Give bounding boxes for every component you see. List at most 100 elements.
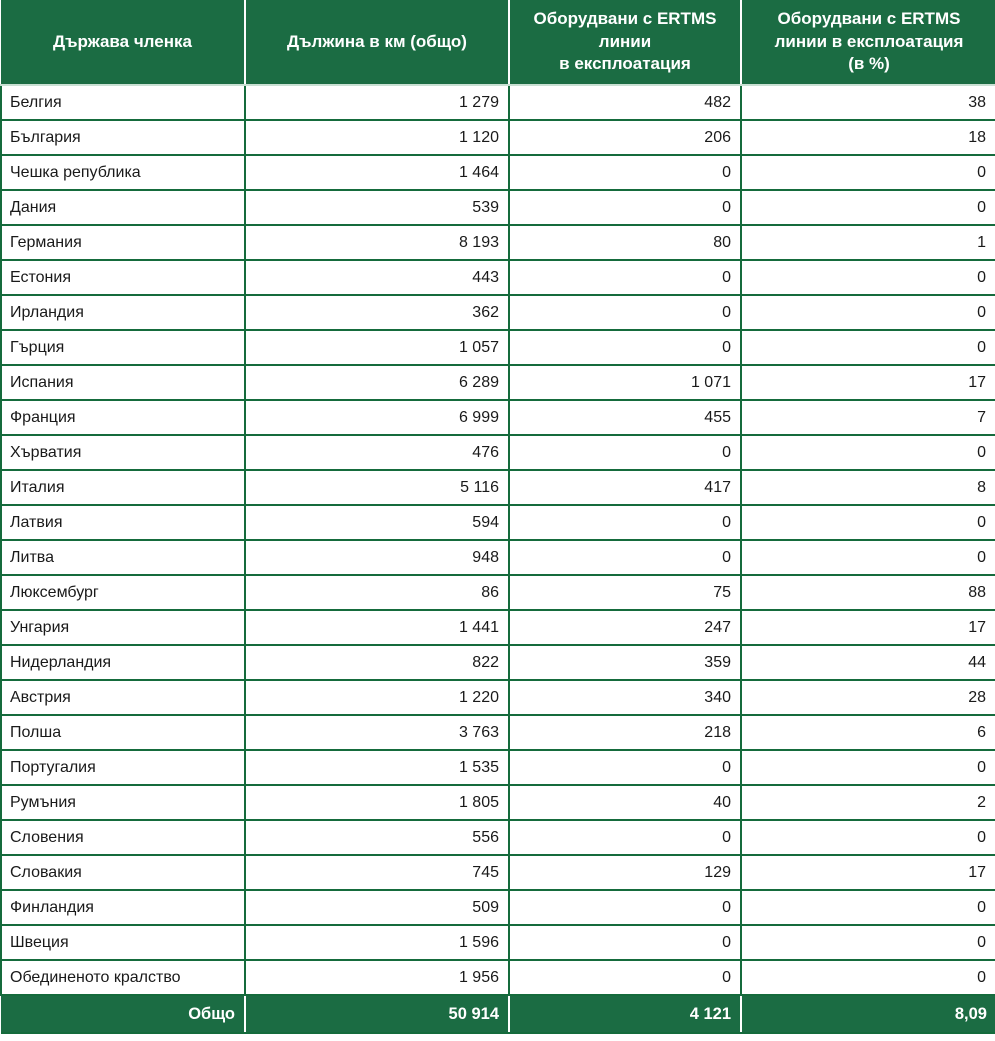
cell-country: Дания (0, 189, 246, 226)
cell-ertms-km: 247 (508, 609, 742, 646)
cell-length-km: 6 999 (244, 399, 510, 436)
cell-ertms-km: 75 (508, 574, 742, 611)
cell-length-km: 822 (244, 644, 510, 681)
cell-ertms-percent: 0 (740, 259, 995, 296)
cell-country: Словения (0, 819, 246, 856)
cell-country: Румъния (0, 784, 246, 821)
cell-length-km: 8 193 (244, 224, 510, 261)
cell-ertms-km: 0 (508, 154, 742, 191)
table-header: Държава членка Дължина в км (общо) Обору… (1, 0, 995, 86)
total-ertms-km: 4 121 (508, 994, 741, 1034)
table-row: Полша 3 763 218 6 (0, 714, 995, 751)
cell-country: Италия (0, 469, 246, 506)
cell-length-km: 948 (244, 539, 510, 576)
table-row: Испания 6 289 1 071 17 (0, 364, 995, 401)
cell-ertms-percent: 0 (740, 294, 995, 331)
table-row: Ирландия 362 0 0 (0, 294, 995, 331)
cell-country: Хърватия (0, 434, 246, 471)
table-row: Финландия 509 0 0 (0, 889, 995, 926)
cell-ertms-km: 455 (508, 399, 742, 436)
cell-ertms-percent: 0 (740, 434, 995, 471)
cell-length-km: 556 (244, 819, 510, 856)
cell-ertms-percent: 18 (740, 119, 995, 156)
cell-ertms-percent: 0 (740, 504, 995, 541)
cell-ertms-percent: 0 (740, 924, 995, 961)
cell-ertms-km: 417 (508, 469, 742, 506)
cell-ertms-km: 0 (508, 504, 742, 541)
cell-country: Ирландия (0, 294, 246, 331)
table-row: Унгария 1 441 247 17 (0, 609, 995, 646)
cell-country: Гърция (0, 329, 246, 366)
cell-ertms-percent: 0 (740, 819, 995, 856)
cell-country: Естония (0, 259, 246, 296)
cell-ertms-km: 0 (508, 959, 742, 996)
table-row: Белгия 1 279 482 38 (0, 84, 995, 121)
cell-country: Швеция (0, 924, 246, 961)
table-row: България 1 120 206 18 (0, 119, 995, 156)
table-row: Нидерландия 822 359 44 (0, 644, 995, 681)
cell-length-km: 745 (244, 854, 510, 891)
cell-country: Чешка република (0, 154, 246, 191)
cell-country: Испания (0, 364, 246, 401)
cell-ertms-km: 0 (508, 539, 742, 576)
cell-length-km: 1 279 (244, 84, 510, 121)
cell-length-km: 1 956 (244, 959, 510, 996)
cell-length-km: 1 535 (244, 749, 510, 786)
cell-ertms-km: 0 (508, 749, 742, 786)
cell-length-km: 1 464 (244, 154, 510, 191)
cell-ertms-km: 1 071 (508, 364, 742, 401)
cell-length-km: 509 (244, 889, 510, 926)
cell-length-km: 443 (244, 259, 510, 296)
cell-ertms-km: 0 (508, 294, 742, 331)
table-row: Обединеното кралство 1 956 0 0 (0, 959, 995, 996)
cell-country: Португалия (0, 749, 246, 786)
cell-length-km: 5 116 (244, 469, 510, 506)
cell-length-km: 1 120 (244, 119, 510, 156)
cell-ertms-percent: 1 (740, 224, 995, 261)
table-body: Белгия 1 279 482 38 България 1 120 206 1… (0, 84, 995, 996)
cell-length-km: 594 (244, 504, 510, 541)
cell-length-km: 6 289 (244, 364, 510, 401)
table-row: Словакия 745 129 17 (0, 854, 995, 891)
cell-ertms-percent: 6 (740, 714, 995, 751)
cell-length-km: 1 596 (244, 924, 510, 961)
table-row: Хърватия 476 0 0 (0, 434, 995, 471)
cell-ertms-km: 218 (508, 714, 742, 751)
table-row: Люксембург 86 75 88 (0, 574, 995, 611)
cell-ertms-km: 359 (508, 644, 742, 681)
table-row: Франция 6 999 455 7 (0, 399, 995, 436)
cell-ertms-km: 340 (508, 679, 742, 716)
cell-country: Латвия (0, 504, 246, 541)
cell-ertms-percent: 8 (740, 469, 995, 506)
cell-country: Германия (0, 224, 246, 261)
cell-country: Франция (0, 399, 246, 436)
column-header-length-km: Дължина в км (общо) (244, 0, 509, 86)
cell-ertms-percent: 0 (740, 749, 995, 786)
cell-ertms-km: 482 (508, 84, 742, 121)
cell-country: Литва (0, 539, 246, 576)
total-length-km: 50 914 (244, 994, 509, 1034)
cell-ertms-km: 0 (508, 329, 742, 366)
column-header-ertms-km: Оборудвани с ERTMS линии в експлоатация (508, 0, 741, 86)
table-row: Гърция 1 057 0 0 (0, 329, 995, 366)
table-row: Словения 556 0 0 (0, 819, 995, 856)
cell-ertms-percent: 0 (740, 154, 995, 191)
cell-ertms-percent: 0 (740, 959, 995, 996)
cell-ertms-km: 0 (508, 819, 742, 856)
cell-ertms-percent: 7 (740, 399, 995, 436)
cell-country: Унгария (0, 609, 246, 646)
cell-ertms-percent: 38 (740, 84, 995, 121)
cell-country: Белгия (0, 84, 246, 121)
cell-ertms-km: 0 (508, 189, 742, 226)
cell-length-km: 1 441 (244, 609, 510, 646)
total-row: Общо 50 914 4 121 8,09 (1, 994, 995, 1034)
table-row: Италия 5 116 417 8 (0, 469, 995, 506)
table-row: Чешка република 1 464 0 0 (0, 154, 995, 191)
column-header-ertms-percent: Оборудвани с ERTMS линии в експлоатация … (740, 0, 995, 86)
cell-ertms-percent: 44 (740, 644, 995, 681)
cell-ertms-percent: 17 (740, 364, 995, 401)
cell-ertms-percent: 28 (740, 679, 995, 716)
table-row: Швеция 1 596 0 0 (0, 924, 995, 961)
